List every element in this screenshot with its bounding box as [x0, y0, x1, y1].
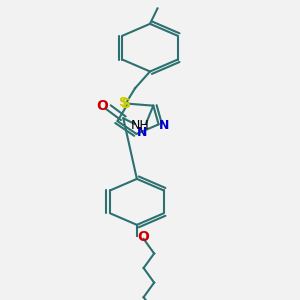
Text: O: O	[138, 230, 150, 244]
Text: N: N	[137, 126, 147, 139]
Text: S: S	[118, 96, 127, 109]
Text: S: S	[121, 97, 130, 111]
Text: N: N	[159, 119, 169, 132]
Text: NH: NH	[131, 119, 150, 132]
Text: O: O	[97, 99, 109, 113]
